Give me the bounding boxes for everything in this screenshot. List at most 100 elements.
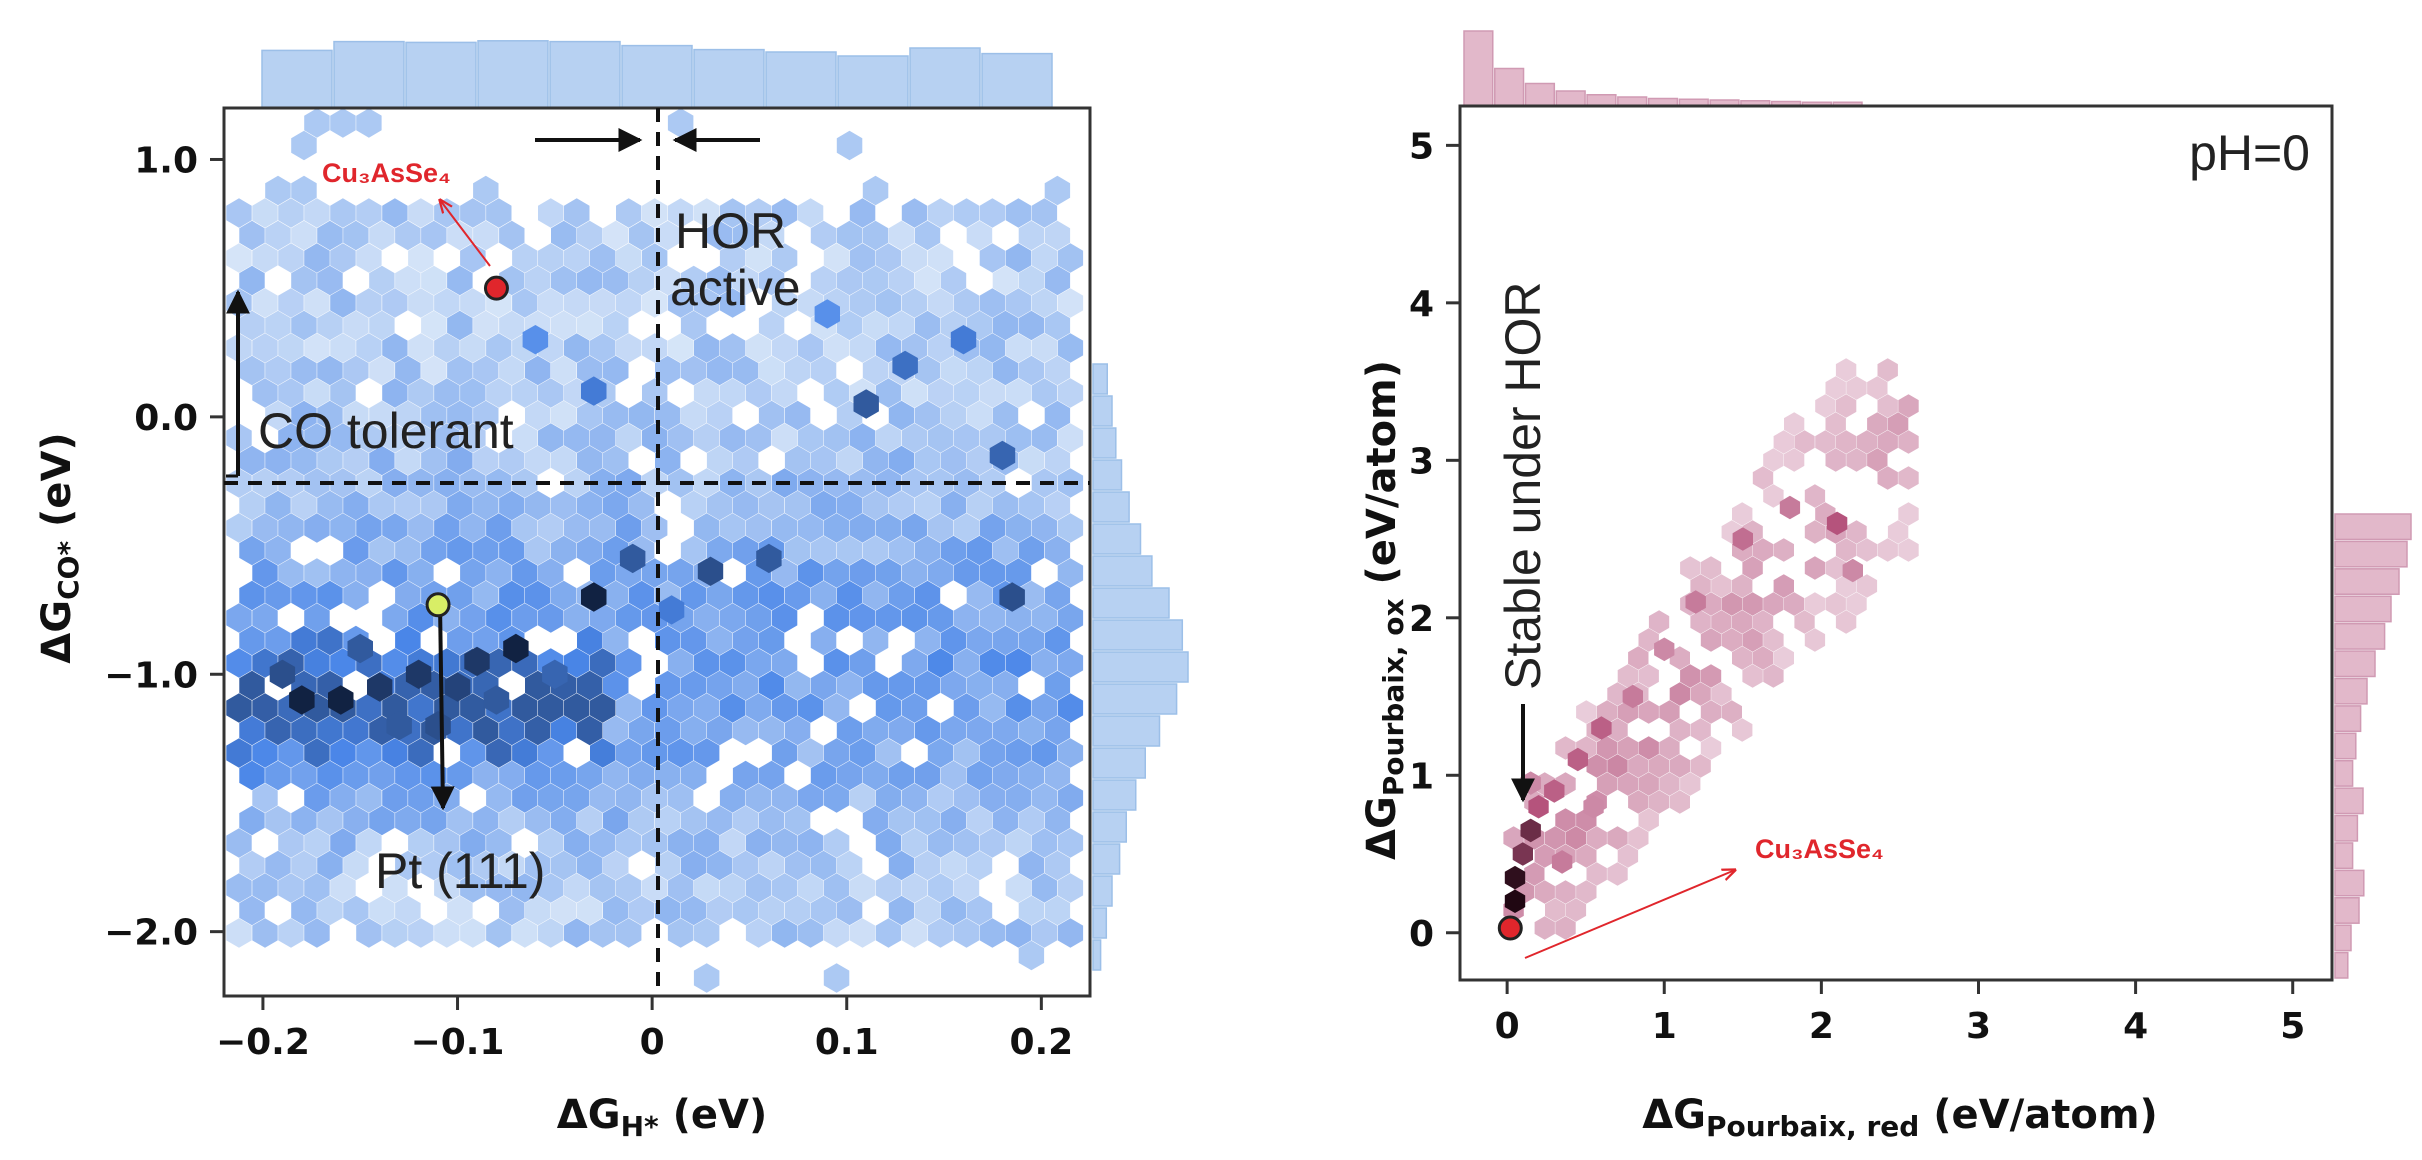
hexbin-cell [927,198,954,228]
hexbin-cell [758,895,785,926]
hexbin-cell [1504,865,1526,890]
hexbin-cell [1804,484,1826,508]
hexbin-cell [265,805,291,836]
hexbin-cell [330,558,356,588]
hexbin-cell [525,580,551,611]
hexbin-cell [1638,772,1659,796]
hexbin-cell [914,355,941,386]
hexbin-cell [836,850,863,881]
hexbin-cell [239,670,265,701]
hexbin-cell [979,288,1006,318]
hexbin-cell [693,828,720,858]
hexbin-cell [979,558,1006,588]
hexbin-cell [953,873,980,903]
hexbin-cell [278,468,304,498]
hexbin-cell [1825,412,1846,436]
hexbin-cell [460,738,486,768]
hexbin-cell [1586,862,1607,886]
right-highlight-points [1497,915,1523,941]
hexbin-cell [862,715,889,746]
hexbin-cell [1680,772,1701,796]
hexbin-cell [642,468,668,498]
x-tick-label: 4 [2123,1006,2148,1047]
hexbin-cell [849,783,876,813]
hexbin-cell [756,543,782,574]
hexbin-cell [853,389,879,419]
hexbin-cell [343,445,369,476]
hexbin-cell [655,715,681,746]
hexbin-cell [1057,918,1084,948]
hexbin-cell [265,220,291,251]
hexbin-cell [680,580,707,611]
right-x-marginal-histogram [1463,30,1863,107]
hexbin-cell [1846,376,1867,400]
hexbin-cell [836,310,863,341]
hexbin-cell [304,558,330,588]
hexbin-cell [888,670,915,701]
hexbin-cell [706,265,733,296]
hexbin-cell [291,625,317,656]
hexbin-cell [888,490,915,521]
hexbin-cell [1732,574,1753,598]
hexbin-cell [434,378,460,408]
hexbin-cell [797,333,824,363]
hexbin-cell [1779,495,1801,520]
hexbin-cell [239,310,265,341]
hexbin-cell [771,693,798,723]
hexbin-cell [992,400,1019,431]
hexbin-cell [616,873,642,903]
hexbin-cell [421,310,447,341]
hexbin-cell [732,760,759,791]
hexbin-cell [1763,664,1784,688]
hexbin-cell [745,828,772,858]
y-histogram-bar [1092,555,1153,587]
hexbin-cell [1018,940,1045,971]
hexbin-cell [914,445,941,476]
hexbin-cell [1669,646,1690,670]
hexbin-cell [888,760,915,791]
hexbin-cell [1721,700,1742,724]
hexbin-cell [1721,592,1742,616]
hexbin-cell [862,310,889,341]
hexbin-cell [901,648,928,678]
hexbin-cell [642,288,668,318]
hexbin-cell [538,378,564,408]
hexbin-cell [758,670,785,701]
hexbin-cell [1617,736,1639,760]
hexbin-cell [503,633,529,664]
hexbin-cell [1607,718,1628,742]
hexbin-cell [706,490,733,521]
hexbin-cell [356,108,382,138]
x-histogram-bar [333,40,405,109]
hexbin-cell [278,558,304,588]
hexbin-cell [382,783,408,813]
hexbin-cell [252,693,278,723]
hexbin-cell [823,423,850,453]
x-tick-label: 5 [2280,1006,2305,1047]
hexbin-cell [304,918,330,948]
hexbin-cell [473,310,499,341]
hexbin-cell [1567,747,1588,772]
hexbin-cell [538,693,564,723]
hexbin-cell [1846,448,1867,472]
hexbin-cell [732,535,759,566]
right-x-axis-label: ΔGPourbaix, red (eV/atom) [1642,1092,2158,1143]
hexbin-cell [408,333,434,363]
hexbin-cell [590,243,616,273]
hexbin-cell [421,490,447,521]
hexbin-cell [940,400,967,431]
hexbin-cell [1005,423,1032,453]
hexbin-cell [1018,220,1045,251]
hexbin-cell [590,828,616,858]
hexbin-cell [667,648,694,678]
hexbin-cell [1031,603,1058,633]
hexbin-cell [1732,502,1753,526]
hexbin-cell [914,805,941,836]
hexbin-cell [460,603,486,633]
hexbin-cell [875,873,902,903]
hexbin-cell [901,198,928,228]
hexbin-cell [979,783,1006,813]
hexbin-cell [823,963,850,993]
hexbin-cell [745,873,772,903]
hexbin-cell [616,648,642,678]
